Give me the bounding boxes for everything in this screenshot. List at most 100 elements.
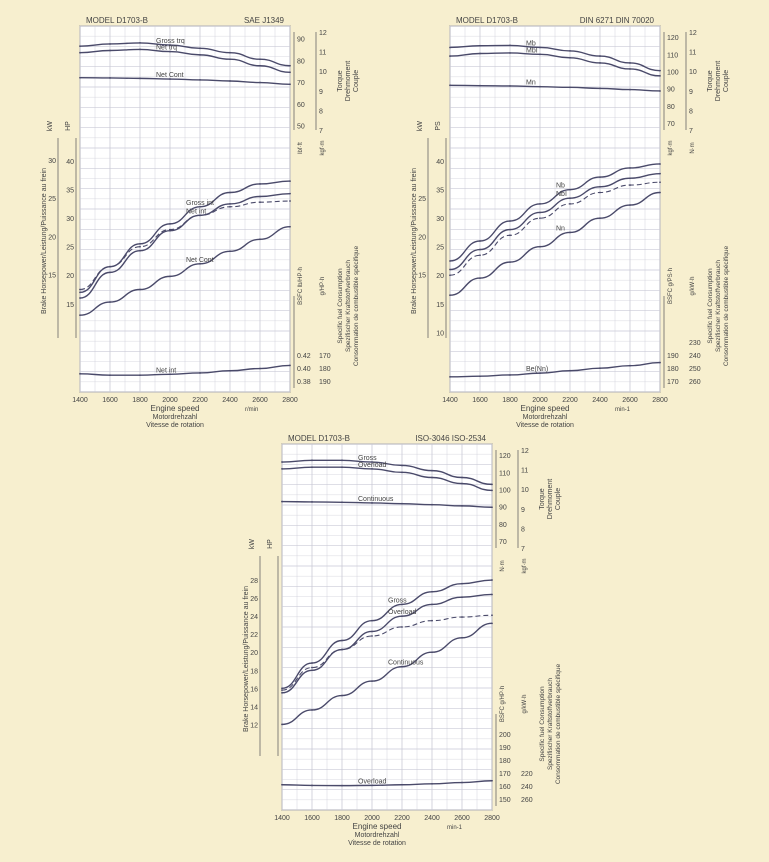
data-point-power — [289, 180, 291, 182]
data-point-torque — [599, 62, 601, 64]
kw-tick-label: 20 — [48, 234, 56, 241]
data-point-bsfc — [659, 361, 661, 364]
bsfc-axis-title: BSFC g/HP·h — [500, 686, 506, 722]
x-tick-label: 1400 — [442, 397, 458, 404]
data-point-torque — [229, 51, 231, 54]
data-point-torque — [79, 45, 81, 48]
x-axis-label: Vitesse de rotation — [516, 422, 574, 429]
data-point-power — [371, 680, 373, 683]
bsfc-g-tick-label: 180 — [319, 366, 331, 373]
data-point-bsfc — [461, 781, 463, 784]
data-point-power — [79, 288, 81, 291]
data-point-power — [479, 254, 481, 257]
data-point-power — [599, 191, 601, 194]
data-point-torque — [199, 79, 201, 81]
data-point-torque — [79, 51, 81, 54]
x-tick-label: 1800 — [132, 397, 148, 404]
torque-kgfm-tick-label: 10 — [521, 487, 529, 494]
hp-unit-label: PS — [435, 121, 442, 131]
torque-axis-title: Torque — [539, 488, 546, 510]
data-point-torque — [509, 52, 511, 54]
bsfc-axis-title: BSFC g/PS·h — [668, 268, 674, 304]
torque-kgfm-tick-label: 12 — [319, 30, 327, 37]
kw-unit-label: kW — [417, 121, 424, 132]
data-point-power — [169, 275, 171, 278]
data-point-bsfc — [569, 369, 571, 372]
data-point-power — [509, 234, 511, 237]
data-point-bsfc — [491, 779, 493, 782]
data-point-bsfc — [479, 375, 481, 378]
data-point-torque — [259, 81, 261, 84]
bsfc-g-tick-label: 230 — [689, 340, 701, 347]
data-point-torque — [169, 50, 171, 53]
data-point-torque — [509, 44, 511, 47]
data-point-power — [401, 665, 403, 668]
data-point-bsfc — [79, 372, 81, 375]
series-line-net-int-bsfc — [79, 364, 291, 376]
data-point-torque — [139, 77, 141, 80]
x-tick-label: 2600 — [454, 815, 470, 822]
data-point-power — [199, 214, 201, 217]
data-point-torque — [629, 62, 631, 64]
series-label: Gross int — [186, 200, 214, 207]
data-point-bsfc — [539, 372, 541, 375]
torque-kgfm-tick-label: 12 — [521, 448, 529, 455]
data-point-power — [491, 579, 493, 581]
hp-tick-label: 30 — [66, 216, 74, 223]
data-point-power — [311, 666, 313, 669]
data-point-power — [169, 222, 171, 225]
data-point-power — [169, 228, 171, 231]
series-label: Continuous — [388, 660, 424, 667]
chart-title: MODEL D1703-B — [86, 16, 148, 25]
data-point-power — [461, 636, 463, 639]
data-point-torque — [479, 52, 481, 55]
data-point-bsfc — [139, 374, 141, 377]
data-point-power — [659, 163, 661, 165]
series-line-nbi-power — [449, 172, 661, 271]
bsfc-g-tick-label: 190 — [319, 379, 331, 386]
bsfc-axis-label: Spezifischer Kraftstoffverbrauch — [715, 260, 722, 352]
series-line-overload-bsfc — [281, 780, 493, 787]
series-line-dashed-power — [449, 181, 661, 276]
torque-tick-label: 80 — [499, 522, 507, 529]
data-point-torque — [281, 500, 283, 503]
hp-tick-label: 15 — [436, 302, 444, 309]
bsfc-tick-label: 0.40 — [297, 366, 311, 373]
data-point-power — [109, 301, 111, 303]
data-point-power — [431, 651, 433, 654]
torque-tick-label: 90 — [667, 87, 675, 94]
x-tick-label: 2600 — [252, 397, 268, 404]
x-axis-label: Vitesse de rotation — [348, 840, 406, 847]
kw-tick-label: 22 — [250, 632, 258, 639]
data-point-power — [659, 191, 661, 194]
torque-axis-title: Couple — [555, 488, 562, 510]
x-tick-label: 1400 — [274, 815, 290, 822]
data-point-power — [539, 203, 541, 205]
kw-tick-label: 16 — [250, 686, 258, 693]
series-line-overload-power — [281, 593, 493, 694]
data-point-torque — [491, 506, 493, 509]
torque-kgfm-tick-label: 11 — [689, 50, 696, 57]
data-point-power — [229, 203, 231, 205]
kw-tick-label: 20 — [250, 650, 258, 657]
data-point-torque — [311, 466, 313, 469]
torque-tick-label: 70 — [297, 80, 305, 87]
data-point-power — [401, 615, 403, 618]
torque-kgfm-tick-label: 10 — [689, 69, 697, 76]
data-point-power — [479, 240, 481, 242]
torque-kgfm-tick-label: 7 — [319, 128, 323, 135]
data-point-power — [341, 694, 343, 697]
data-point-power — [229, 250, 231, 253]
data-point-power — [629, 204, 631, 206]
series-label: Net Cont — [156, 72, 184, 79]
data-point-power — [281, 689, 283, 692]
data-point-torque — [311, 501, 313, 503]
series-label: Overload — [358, 778, 387, 785]
data-point-power — [569, 197, 571, 200]
x-axis-unit: min-1 — [615, 407, 631, 413]
data-point-power — [461, 596, 463, 599]
bsfc-g-tick-label: 220 — [521, 771, 533, 778]
series-label: Nb — [556, 183, 565, 190]
data-point-power — [509, 261, 511, 264]
series-label: Mn — [526, 80, 536, 87]
